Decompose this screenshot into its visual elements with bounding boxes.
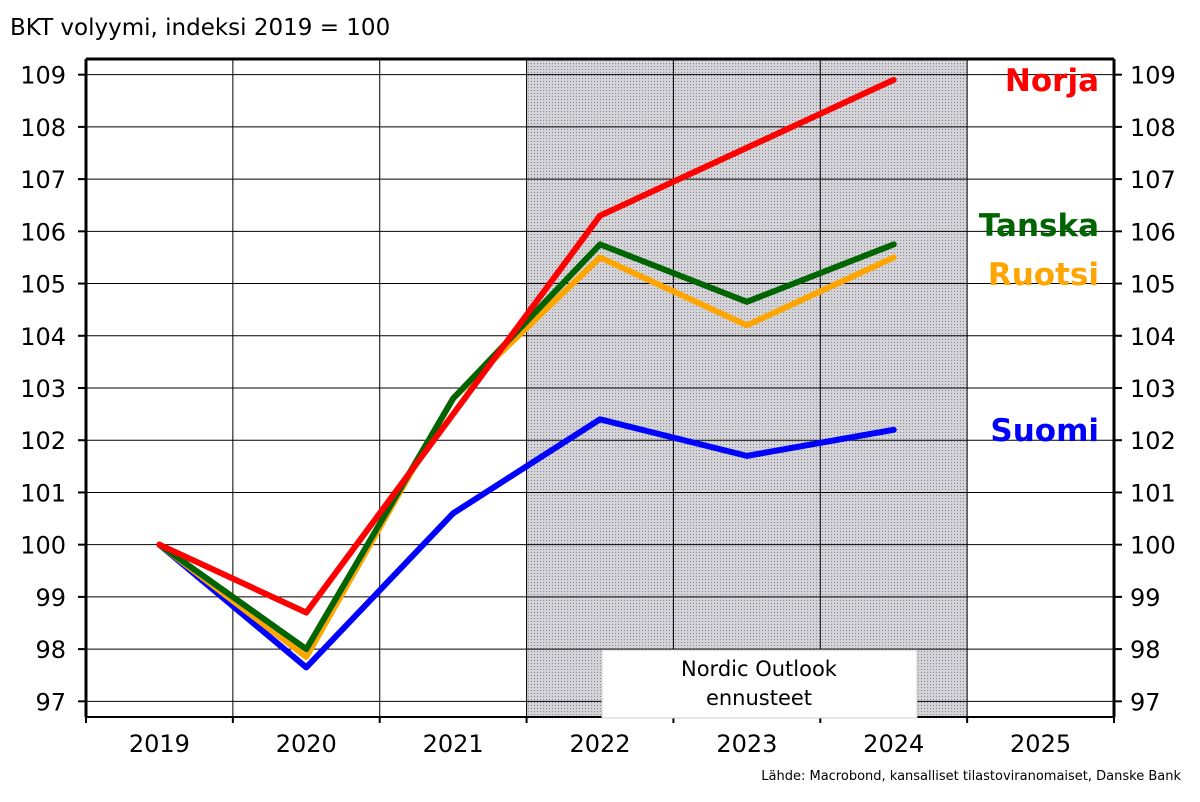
x-tick-label: 2023 (716, 730, 777, 758)
y-tick-label-right: 99 (1130, 584, 1161, 612)
forecast-note-line2: ennusteet (706, 686, 812, 710)
forecast-note-line1: Nordic Outlook (681, 657, 838, 681)
y-tick-label-right: 103 (1130, 375, 1176, 403)
series-labels: Norja Tanska Ruotsi Suomi (979, 63, 1099, 449)
x-tick-label: 2025 (1010, 730, 1071, 758)
y-tick-label-left: 101 (20, 479, 66, 507)
y-tick-label-right: 97 (1130, 688, 1161, 716)
y-tick-label-left: 109 (20, 62, 66, 90)
y-tick-label-left: 108 (20, 114, 66, 142)
x-tick-label: 2021 (423, 730, 484, 758)
y-tick-label-left: 100 (20, 532, 66, 560)
y-tick-label-left: 103 (20, 375, 66, 403)
forecast-note-box (601, 649, 918, 719)
grid-lines (86, 59, 1114, 717)
series-lines (156, 76, 897, 671)
series-line-tanska (156, 241, 897, 653)
y-axis-left-ticks: 97 98 99 100 101 102 103 104 105 106 107 108 109 (20, 62, 86, 716)
y-tick-label-left: 98 (35, 636, 66, 664)
series-label-suomi: Suomi (990, 413, 1099, 449)
y-tick-label-right: 109 (1130, 62, 1176, 90)
series-label-tanska: Tanska (979, 208, 1099, 244)
y-tick-label-left: 97 (35, 688, 66, 716)
x-axis-ticks: 2019 2020 2021 2022 2023 2024 2025 (129, 730, 1071, 758)
y-tick-label-left: 104 (20, 323, 66, 351)
y-tick-label-right: 107 (1130, 166, 1176, 194)
source-note: Lähde: Macrobond, kansalliset tilastovir… (761, 769, 1181, 784)
series-label-ruotsi: Ruotsi (988, 257, 1099, 293)
y-tick-label-left: 106 (20, 218, 66, 246)
y-tick-label-left: 107 (20, 166, 66, 194)
y-axis-right-ticks: 97 98 99 100 101 102 103 104 105 106 107 108 109 (1114, 62, 1176, 716)
chart-title: BKT volyymi, indeksi 2019 = 100 (10, 15, 390, 41)
y-tick-label-right: 108 (1130, 114, 1176, 142)
y-tick-label-left: 105 (20, 271, 66, 299)
y-tick-label-left: 102 (20, 427, 66, 455)
y-tick-label-right: 105 (1130, 271, 1176, 299)
series-label-norja: Norja (1005, 63, 1099, 99)
series-line-norja (156, 76, 897, 616)
series-line-suomi (156, 416, 897, 671)
y-tick-label-right: 98 (1130, 636, 1161, 664)
x-tick-label: 2024 (863, 730, 924, 758)
x-tick-label: 2022 (569, 730, 630, 758)
x-tick-label: 2020 (276, 730, 337, 758)
y-tick-label-left: 99 (35, 584, 66, 612)
y-tick-label-right: 106 (1130, 218, 1176, 246)
forecast-note: Nordic Outlook ennusteet (601, 649, 918, 719)
y-tick-label-right: 104 (1130, 323, 1176, 351)
x-tick-label: 2019 (129, 730, 190, 758)
series-line-ruotsi (156, 254, 897, 660)
y-tick-label-right: 102 (1130, 427, 1176, 455)
y-tick-label-right: 100 (1130, 532, 1176, 560)
y-tick-label-right: 101 (1130, 479, 1176, 507)
